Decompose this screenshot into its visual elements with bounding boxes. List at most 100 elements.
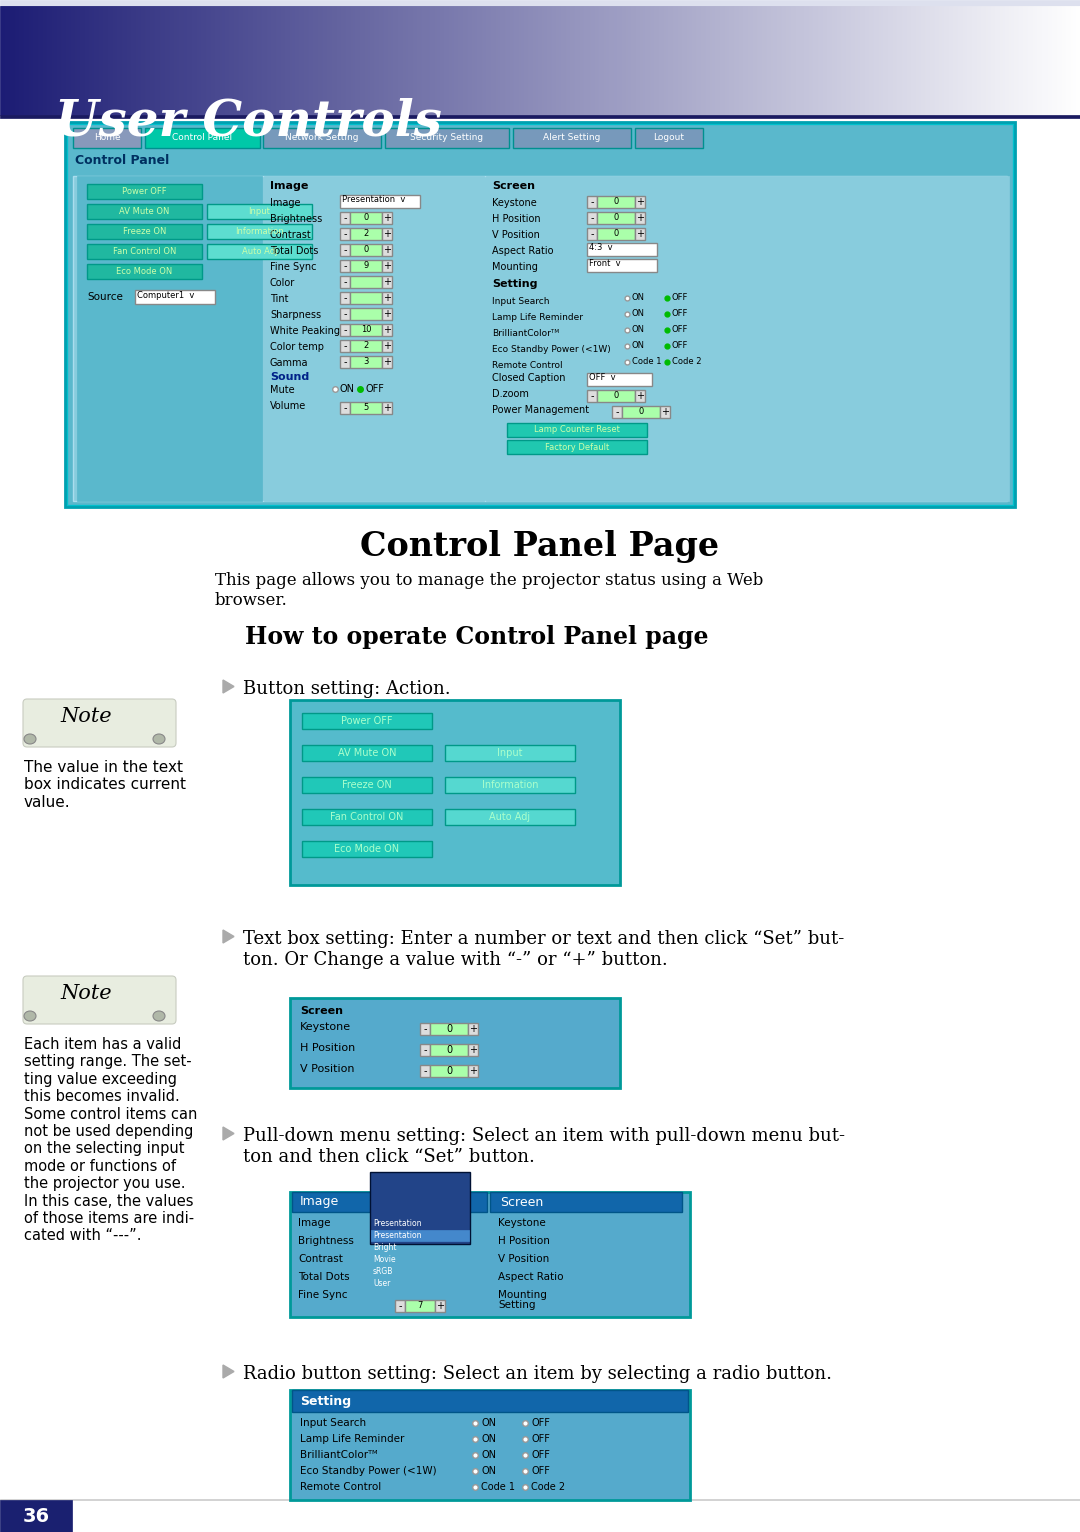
Bar xyxy=(372,1230,469,1241)
Text: AV Mute ON: AV Mute ON xyxy=(119,207,170,216)
Bar xyxy=(430,1023,468,1036)
Bar xyxy=(382,260,392,273)
Bar xyxy=(588,244,657,256)
Bar xyxy=(382,293,392,303)
Text: 4:3  v: 4:3 v xyxy=(589,244,612,251)
Text: +: + xyxy=(383,228,391,239)
Text: How to operate Control Panel page: How to operate Control Panel page xyxy=(245,625,708,650)
Text: -: - xyxy=(343,325,347,336)
Bar xyxy=(291,1390,690,1500)
Bar xyxy=(292,1390,688,1413)
Text: Power OFF: Power OFF xyxy=(341,715,393,726)
Text: Freeze ON: Freeze ON xyxy=(123,227,166,236)
Text: Network Setting: Network Setting xyxy=(285,133,359,142)
Text: OFF: OFF xyxy=(531,1466,550,1475)
Text: -: - xyxy=(343,403,347,414)
Bar xyxy=(597,196,635,208)
Bar xyxy=(302,809,432,826)
Polygon shape xyxy=(222,680,234,692)
Bar xyxy=(291,1192,690,1318)
Text: Image: Image xyxy=(270,198,300,208)
Bar xyxy=(302,712,432,729)
Text: Power OFF: Power OFF xyxy=(122,187,166,196)
Bar xyxy=(340,276,350,288)
Polygon shape xyxy=(222,1128,234,1140)
Text: Movie: Movie xyxy=(373,1256,395,1264)
Bar xyxy=(588,259,657,273)
Text: +: + xyxy=(661,408,669,417)
Text: Input: Input xyxy=(497,748,523,758)
Ellipse shape xyxy=(153,1011,165,1020)
Text: OFF  v: OFF v xyxy=(589,372,616,381)
Text: Presentation: Presentation xyxy=(373,1219,421,1229)
FancyBboxPatch shape xyxy=(23,699,176,748)
Text: +: + xyxy=(469,1045,477,1056)
Text: OFF: OFF xyxy=(365,385,383,394)
Text: Setting: Setting xyxy=(492,279,538,290)
Text: ON: ON xyxy=(481,1434,496,1445)
Text: Code 1: Code 1 xyxy=(632,357,661,366)
Ellipse shape xyxy=(153,734,165,745)
Text: Eco Standby Power (<1W): Eco Standby Power (<1W) xyxy=(492,345,611,354)
Bar xyxy=(207,204,312,219)
Text: 9: 9 xyxy=(363,262,368,271)
Bar xyxy=(468,1065,478,1077)
Text: 2: 2 xyxy=(363,342,368,351)
Bar xyxy=(350,244,382,256)
Text: -: - xyxy=(343,260,347,271)
Bar xyxy=(340,228,350,241)
Bar xyxy=(65,123,1015,507)
Bar xyxy=(382,323,392,336)
FancyBboxPatch shape xyxy=(23,976,176,1023)
Bar xyxy=(340,308,350,320)
Bar xyxy=(468,1023,478,1036)
Text: Information: Information xyxy=(235,227,284,236)
Bar xyxy=(588,391,597,401)
Text: Alert Setting: Alert Setting xyxy=(543,133,600,142)
Text: Auto Adj: Auto Adj xyxy=(242,247,278,256)
Text: Presentation: Presentation xyxy=(373,1232,421,1241)
Text: OFF: OFF xyxy=(531,1434,550,1445)
Bar xyxy=(73,176,1007,501)
Text: OFF: OFF xyxy=(672,294,688,302)
Text: Eco Mode ON: Eco Mode ON xyxy=(335,844,400,853)
Bar xyxy=(292,1192,487,1212)
Text: Remote Control: Remote Control xyxy=(492,360,563,369)
Text: -: - xyxy=(423,1023,427,1034)
Bar xyxy=(350,260,382,273)
Text: Button setting: Action.: Button setting: Action. xyxy=(243,680,450,699)
Text: Front  v: Front v xyxy=(589,259,621,268)
Text: Power Management: Power Management xyxy=(492,404,589,415)
Text: ON: ON xyxy=(632,294,645,302)
Text: 0: 0 xyxy=(446,1023,453,1034)
Bar xyxy=(73,129,141,149)
Text: Tint: Tint xyxy=(270,294,288,303)
Text: -: - xyxy=(343,342,347,351)
Text: +: + xyxy=(636,213,644,224)
Bar xyxy=(507,423,647,437)
Text: Screen: Screen xyxy=(500,1195,543,1209)
Text: +: + xyxy=(383,342,391,351)
Text: Home: Home xyxy=(94,133,120,142)
Bar xyxy=(588,211,597,224)
Text: OFF: OFF xyxy=(531,1449,550,1460)
Text: 5: 5 xyxy=(363,403,368,412)
Text: 0: 0 xyxy=(613,213,619,222)
Polygon shape xyxy=(222,930,234,944)
Bar xyxy=(430,1065,468,1077)
Text: Security Setting: Security Setting xyxy=(410,133,484,142)
Text: -: - xyxy=(591,228,594,239)
Text: -: - xyxy=(423,1045,427,1056)
Text: +: + xyxy=(636,198,644,207)
Text: Mounting: Mounting xyxy=(492,262,538,273)
Bar xyxy=(468,1043,478,1056)
Text: Factory Default: Factory Default xyxy=(545,443,609,452)
Text: Mute: Mute xyxy=(270,385,295,395)
Text: Color temp: Color temp xyxy=(270,342,324,352)
Bar xyxy=(635,129,703,149)
Bar xyxy=(302,745,432,761)
Bar xyxy=(382,228,392,241)
Bar xyxy=(420,1023,430,1036)
Text: -: - xyxy=(343,245,347,254)
Bar xyxy=(350,308,382,320)
